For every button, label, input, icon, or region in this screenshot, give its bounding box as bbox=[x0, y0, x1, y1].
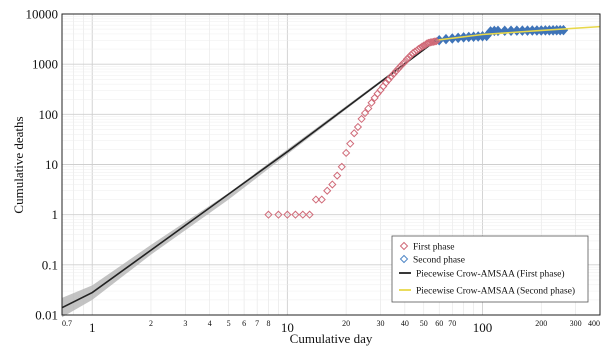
y-tick-label: 0.1 bbox=[42, 257, 58, 272]
legend-label-second-phase-model: Piecewise Crow-AMSAA (Second phase) bbox=[416, 286, 575, 297]
x-tick-label: 50 bbox=[420, 319, 428, 328]
y-axis-title: Cumulative deaths bbox=[11, 116, 26, 213]
y-tick-label: 1000 bbox=[32, 57, 58, 72]
x-axis-title: Cumulative day bbox=[290, 331, 373, 346]
x-tick-label: 20 bbox=[342, 319, 350, 328]
legend-label-second-phase: Second phase bbox=[413, 256, 465, 266]
y-tick-label: 10000 bbox=[26, 7, 59, 22]
x-tick-label: 4 bbox=[208, 319, 212, 328]
x-tick-label: 0.7 bbox=[62, 319, 72, 328]
x-tick-label: 300 bbox=[570, 319, 582, 328]
x-tick-label: 30 bbox=[376, 319, 384, 328]
x-tick-label: 5 bbox=[227, 319, 231, 328]
x-tick-label: 400 bbox=[588, 319, 600, 328]
x-tick-label: 200 bbox=[535, 319, 547, 328]
x-tick-label: 3 bbox=[183, 319, 187, 328]
y-tick-label: 0.01 bbox=[35, 308, 58, 323]
y-tick-labels: 0.01 0.1 1 10 100 1000 10000 bbox=[26, 7, 59, 323]
x-tick-label: 40 bbox=[401, 319, 409, 328]
x-tick-label: 70 bbox=[448, 319, 456, 328]
y-tick-label: 100 bbox=[39, 107, 59, 122]
legend-label-first-phase-model: Piecewise Crow-AMSAA (First phase) bbox=[416, 269, 565, 280]
x-tick-label: 2 bbox=[149, 319, 153, 328]
x-tick-label: 6 bbox=[242, 319, 246, 328]
x-tick-label: 8 bbox=[266, 319, 270, 328]
legend: First phase Second phase Piecewise Crow-AM… bbox=[392, 236, 588, 302]
y-tick-label: 10 bbox=[45, 157, 58, 172]
legend-label-first-phase: First phase bbox=[413, 243, 454, 253]
x-tick-label: 100 bbox=[473, 320, 493, 335]
x-tick-label: 60 bbox=[435, 319, 443, 328]
y-tick-label: 1 bbox=[52, 207, 59, 222]
x-tick-label: 7 bbox=[255, 319, 259, 328]
x-tick-label: 1 bbox=[89, 320, 96, 335]
